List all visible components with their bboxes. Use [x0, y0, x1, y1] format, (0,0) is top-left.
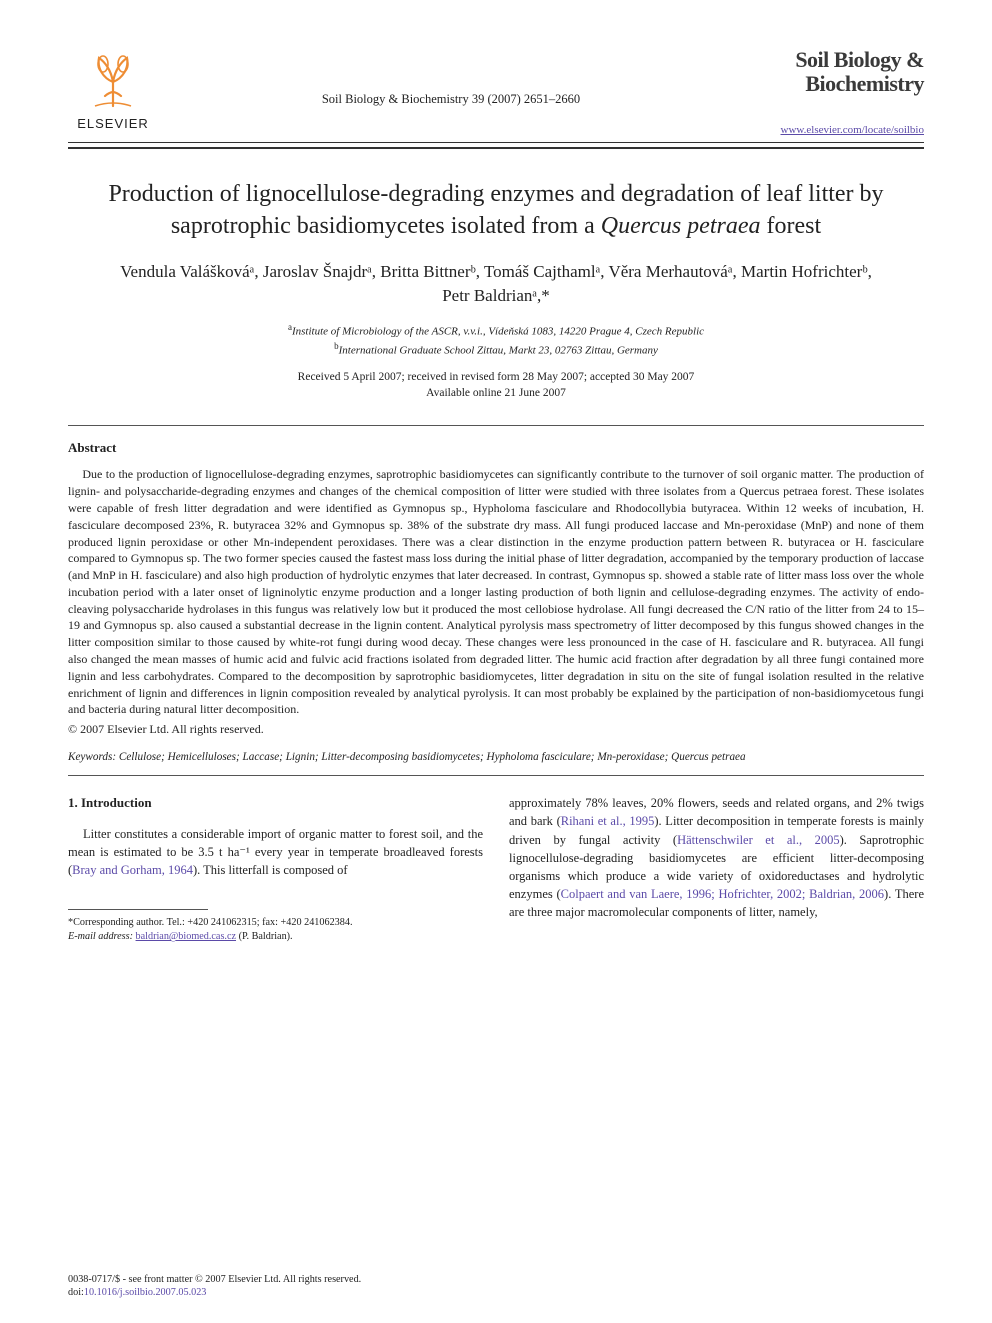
- intro-para-left: Litter constitutes a considerable import…: [68, 825, 483, 879]
- article-dates: Received 5 April 2007; received in revis…: [68, 369, 924, 401]
- abstract-heading: Abstract: [68, 440, 924, 456]
- doi-prefix: doi:: [68, 1287, 84, 1298]
- footnote-corr: *Corresponding author. Tel.: +420 241062…: [68, 916, 483, 930]
- header-rule-thin: [68, 142, 924, 143]
- ref-rihani[interactable]: Rihani et al., 1995: [561, 814, 655, 828]
- abstract-bottom-rule: [68, 775, 924, 776]
- affiliation-a: aInstitute of Microbiology of the ASCR, …: [68, 321, 924, 340]
- publisher-name: ELSEVIER: [77, 116, 149, 131]
- title-post: forest: [760, 213, 821, 239]
- intro-left-post: ). This litterfall is composed of: [193, 863, 348, 877]
- affiliation-b: bInternational Graduate School Zittau, M…: [68, 340, 924, 359]
- abstract-top-rule: [68, 425, 924, 426]
- keywords-line: Keywords: Cellulose; Hemicelluloses; Lac…: [68, 751, 924, 763]
- doi-link[interactable]: 10.1016/j.soilbio.2007.05.023: [84, 1287, 207, 1298]
- body-columns: 1. Introduction Litter constitutes a con…: [68, 794, 924, 944]
- page-footer: 0038-0717/$ - see front matter © 2007 El…: [68, 1273, 924, 1300]
- journal-title-line2: Biochemistry: [744, 72, 924, 96]
- journal-block: Soil Biology & Biochemistry www.elsevier…: [744, 48, 924, 136]
- ref-colpaert[interactable]: Colpaert and van Laere, 1996; Hofrichter…: [561, 887, 884, 901]
- affiliation-b-text: International Graduate School Zittau, Ma…: [339, 345, 658, 357]
- journal-title-line1: Soil Biology &: [744, 48, 924, 72]
- footer-copyright: 0038-0717/$ - see front matter © 2007 El…: [68, 1273, 924, 1286]
- journal-url-link[interactable]: www.elsevier.com/locate/soilbio: [744, 124, 924, 136]
- footnote-email-link[interactable]: baldrian@biomed.cas.cz: [136, 931, 236, 942]
- footnote-email-label: E-mail address:: [68, 931, 133, 942]
- affiliation-a-text: Institute of Microbiology of the ASCR, v…: [292, 326, 704, 338]
- abstract-section: Abstract Due to the production of lignoc…: [68, 440, 924, 737]
- affiliations: aInstitute of Microbiology of the ASCR, …: [68, 321, 924, 359]
- footnote-rule: [68, 909, 208, 910]
- section-1-heading: 1. Introduction: [68, 794, 483, 813]
- keywords-label: Keywords:: [68, 751, 116, 763]
- page-header: ELSEVIER Soil Biology & Biochemistry 39 …: [68, 48, 924, 136]
- abstract-body: Due to the production of lignocellulose-…: [68, 466, 924, 718]
- footer-doi-line: doi:10.1016/j.soilbio.2007.05.023: [68, 1286, 924, 1299]
- keywords-text: Cellulose; Hemicelluloses; Laccase; Lign…: [116, 751, 746, 763]
- header-rule-thick: [68, 147, 924, 149]
- header-citation: Soil Biology & Biochemistry 39 (2007) 26…: [158, 48, 744, 107]
- abstract-copyright: © 2007 Elsevier Ltd. All rights reserved…: [68, 722, 924, 737]
- publisher-block: ELSEVIER: [68, 48, 158, 131]
- title-italic: Quercus petraea: [601, 213, 761, 239]
- intro-para-right: approximately 78% leaves, 20% flowers, s…: [509, 794, 924, 921]
- ref-hattenschwiler[interactable]: Hättenschwiler et al., 2005: [677, 833, 840, 847]
- corresponding-footnote: *Corresponding author. Tel.: +420 241062…: [68, 916, 483, 944]
- authors-list: Vendula Valáškováᵃ, Jaroslav Šnajdrᵃ, Br…: [108, 260, 884, 309]
- date-received: Received 5 April 2007; received in revis…: [68, 369, 924, 385]
- article-title: Production of lignocellulose-degrading e…: [98, 179, 894, 241]
- footnote-email-line: E-mail address: baldrian@biomed.cas.cz (…: [68, 930, 483, 944]
- left-column: 1. Introduction Litter constitutes a con…: [68, 794, 483, 944]
- ref-bray-gorham[interactable]: Bray and Gorham, 1964: [72, 863, 193, 877]
- date-online: Available online 21 June 2007: [68, 385, 924, 401]
- right-column: approximately 78% leaves, 20% flowers, s…: [509, 794, 924, 944]
- footnote-email-post: (P. Baldrian).: [236, 931, 293, 942]
- elsevier-tree-icon: [81, 48, 145, 112]
